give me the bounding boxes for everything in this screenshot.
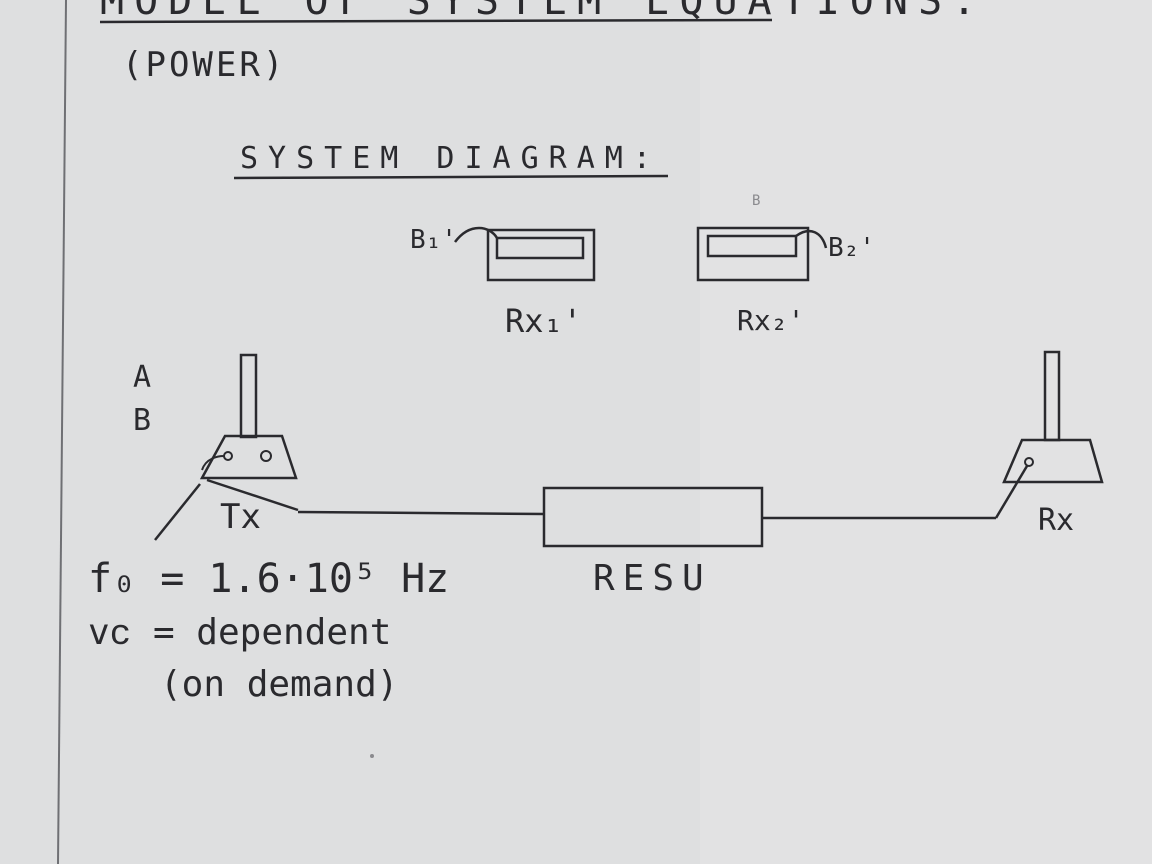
receiver-1-label: Rx₁' bbox=[505, 302, 582, 340]
receiver-unit bbox=[994, 350, 1104, 519]
transmitter-label: Tx bbox=[220, 497, 261, 537]
margin-rule bbox=[57, 0, 67, 864]
note-voltage: vᴄ = dependent bbox=[88, 612, 391, 653]
receiver-base bbox=[1002, 438, 1104, 484]
diagram-title: SYSTEM DIAGRAM: bbox=[240, 141, 661, 176]
receiver-2-unit bbox=[696, 226, 828, 282]
label-a: A bbox=[133, 360, 151, 395]
transmitter-base bbox=[199, 434, 298, 480]
transmitter-ground-lead bbox=[154, 483, 201, 541]
receiver-2-lead bbox=[795, 229, 828, 249]
paper-highlight bbox=[700, 0, 1152, 864]
header-underline bbox=[99, 18, 773, 24]
receiver-2-label: Rx₂' bbox=[737, 304, 804, 337]
faint-mark: B bbox=[752, 193, 760, 209]
receiver-1-unit bbox=[454, 226, 596, 282]
paper-speck bbox=[370, 754, 374, 758]
page-subtitle: (POWER) bbox=[122, 45, 286, 85]
label-b: B bbox=[133, 403, 151, 438]
note-frequency: f₀ = 1.6·10⁵ Hz bbox=[88, 556, 449, 602]
resu-label: RESU bbox=[593, 558, 712, 599]
transmitter-unit bbox=[154, 353, 299, 541]
link-line-left bbox=[297, 510, 546, 516]
note-on-demand: (on demand) bbox=[160, 664, 398, 705]
receiver-2-lead-label: B₂' bbox=[828, 233, 875, 263]
diagram-title-underline bbox=[233, 174, 669, 180]
receiver-1-lead-label: B₁' bbox=[410, 225, 457, 255]
receiver-1-lead bbox=[454, 226, 499, 243]
receiver-label: Rx bbox=[1038, 503, 1074, 538]
